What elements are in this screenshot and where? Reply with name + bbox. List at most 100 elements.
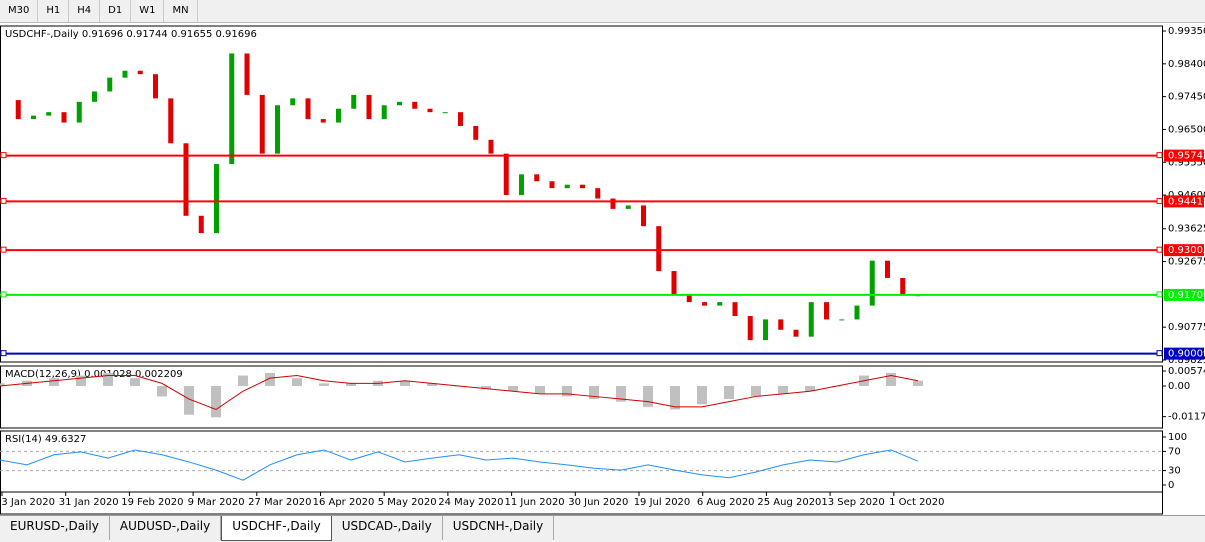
level-label-box: [1164, 288, 1204, 301]
macd-bar: [751, 385, 761, 397]
chart-tab[interactable]: USDCAD-,Daily: [332, 516, 443, 540]
pane-title: USDCHF-,Daily 0.91696 0.91744 0.91655 0.…: [5, 29, 257, 40]
level-handle: [1156, 246, 1163, 253]
level-handle: [0, 197, 7, 204]
x-tick-label: 30 Jun 2020: [568, 497, 628, 508]
macd-bar: [400, 380, 410, 386]
candle: [259, 94, 265, 154]
level-handle: [0, 291, 7, 298]
candle: [580, 184, 585, 189]
macd-signal: [0, 375, 919, 411]
candle: [92, 91, 97, 102]
y-tick-label: 100: [1168, 432, 1187, 443]
candle: [183, 143, 189, 216]
timeframe-button[interactable]: H4: [69, 0, 101, 22]
macd-bar: [265, 372, 275, 386]
candle: [854, 305, 860, 320]
candle: [656, 226, 662, 272]
candle: [808, 302, 814, 337]
chart: 0.993500.984000.974500.965000.955500.946…: [0, 25, 1205, 515]
level-label-box: [1164, 347, 1204, 360]
candle: [763, 319, 768, 341]
timeframe-button[interactable]: M30: [0, 0, 39, 22]
level-handle: [0, 350, 7, 357]
macd-bar: [103, 372, 113, 386]
candle: [290, 98, 296, 106]
y-tick-label: -0.011738: [1168, 412, 1205, 423]
x-tick-label: 19 Jul 2020: [634, 497, 691, 508]
macd-bar: [724, 385, 734, 400]
candle: [305, 98, 311, 120]
candle: [122, 70, 128, 78]
candle: [671, 271, 677, 296]
x-tick-label: 16 Apr 2020: [313, 497, 375, 508]
y-tick-label: 0: [1168, 480, 1174, 491]
candle: [351, 94, 357, 109]
timeframe-button[interactable]: MN: [164, 0, 198, 22]
candle: [381, 105, 387, 120]
pane-frame: [0, 25, 1163, 363]
x-tick-label: 1 Oct 2020: [889, 497, 944, 508]
macd-bar: [535, 385, 545, 394]
rsi-line: [0, 449, 919, 481]
candle: [320, 119, 326, 123]
macd-bar: [319, 383, 329, 386]
candle: [427, 108, 433, 113]
macd-bar: [616, 385, 626, 402]
candle: [153, 74, 158, 99]
timeframe-toolbar: M30 H1 H4 D1 W1 MN: [0, 0, 1205, 23]
y-tick-label: 0.93625: [1168, 224, 1205, 235]
chart-tab[interactable]: USDCNH-,Daily: [443, 516, 555, 540]
candle: [442, 112, 448, 114]
macd-bar: [805, 385, 815, 392]
candle: [793, 329, 799, 337]
candle: [625, 205, 631, 209]
macd-bar: [238, 375, 248, 386]
candle: [488, 139, 494, 154]
level-label: 0.95742: [1168, 151, 1205, 162]
level-handle: [1156, 197, 1163, 204]
y-tick-label: 30: [1168, 466, 1181, 477]
candle: [641, 205, 646, 227]
macd-bar: [778, 385, 788, 394]
y-tick-label: 0.89825: [1168, 355, 1205, 366]
chart-tab[interactable]: USDCHF-,Daily: [221, 516, 332, 541]
chart-tab[interactable]: EURUSD-,Daily: [0, 516, 110, 540]
candle: [336, 108, 341, 123]
candle: [31, 115, 36, 120]
candle: [76, 101, 82, 123]
candle: [366, 94, 372, 120]
candle: [473, 125, 479, 140]
level-handle: [0, 246, 7, 253]
candle: [458, 112, 463, 126]
timeframe-button[interactable]: H1: [38, 0, 70, 22]
candle: [549, 181, 555, 189]
candle: [702, 302, 707, 306]
x-tick-label: 27 Mar 2020: [248, 497, 311, 508]
chart-tab[interactable]: AUDUSD-,Daily: [110, 516, 222, 540]
macd-bar: [562, 385, 572, 397]
y-tick-label: 0.92675: [1168, 257, 1205, 268]
timeframe-button[interactable]: W1: [131, 0, 165, 22]
y-tick-label: 70: [1168, 446, 1181, 457]
macd-bar: [157, 385, 167, 397]
pane-title: RSI(14) 49.6327: [5, 434, 86, 445]
macd-bar: [292, 378, 302, 386]
pane-frame: [0, 430, 1163, 493]
y-tick-label: 0.90775: [1168, 322, 1205, 333]
candle: [15, 100, 21, 120]
macd-bar: [643, 385, 653, 407]
timeframe-button[interactable]: D1: [100, 0, 132, 22]
candle: [168, 98, 174, 144]
macd-bar: [481, 385, 491, 389]
macd-bar: [184, 385, 194, 415]
candle: [137, 70, 143, 75]
candle: [610, 198, 616, 209]
level-label-box: [1164, 149, 1204, 162]
candle: [46, 112, 52, 116]
